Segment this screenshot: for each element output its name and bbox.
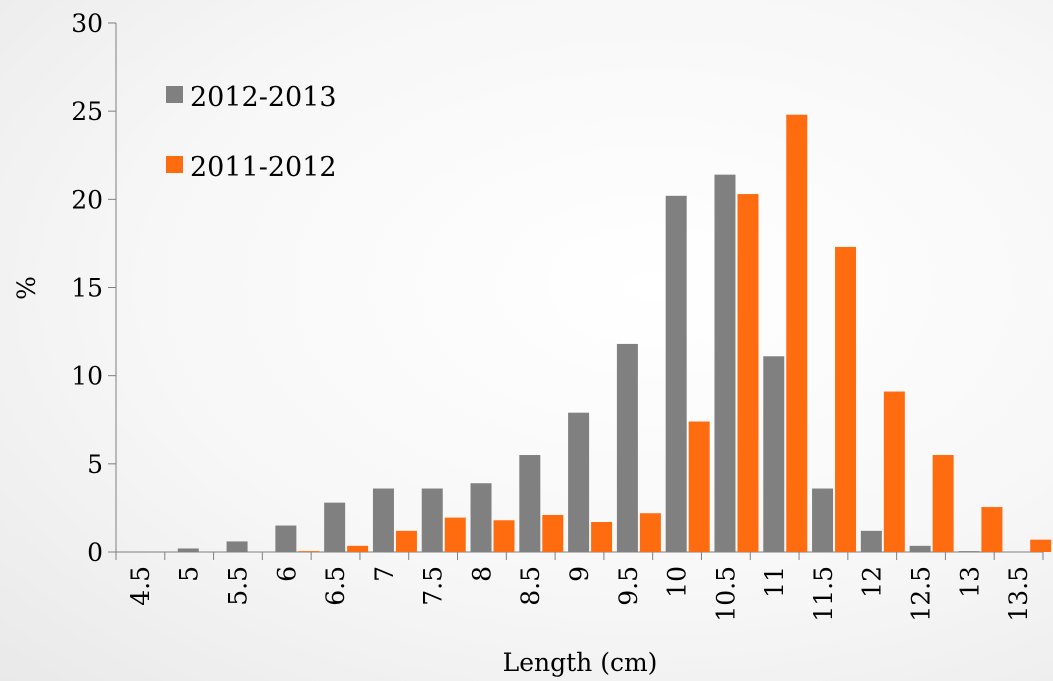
legend-label-2012-2013: 2012-2013 <box>190 82 337 113</box>
bar-2012-2013-10 <box>665 195 687 552</box>
bar-2011-2012-7 <box>395 530 417 552</box>
x-tick-label: 10 <box>663 566 692 598</box>
bar-2012-2013-10.5 <box>714 174 736 552</box>
x-tick-label: 8 <box>467 566 496 582</box>
x-tick-label: 13.5 <box>1004 566 1033 622</box>
y-axis: 0 5 10 15 20 25 30 <box>71 9 117 567</box>
y-tick-label: 25 <box>71 97 103 126</box>
x-tick-label: 7 <box>370 566 399 582</box>
bar-2011-2012-10 <box>688 421 710 552</box>
x-tick-label: 5 <box>175 566 204 582</box>
bar-2011-2012-12.5 <box>932 455 954 552</box>
bar-2012-2013-12.5 <box>909 545 931 552</box>
x-tick-label: 9 <box>565 566 594 582</box>
bar-2011-2012-8.5 <box>542 514 564 552</box>
bar-2012-2013-8.5 <box>519 455 541 552</box>
bar-2012-2013-5.5 <box>226 541 248 552</box>
y-tick-label: 5 <box>87 450 103 479</box>
legend-label-2011-2012: 2011-2012 <box>190 152 337 183</box>
bar-2011-2012-12 <box>883 391 905 552</box>
bar-2012-2013-6.5 <box>324 502 346 552</box>
x-tick-label: 11 <box>760 566 789 598</box>
bar-2011-2012-11 <box>786 114 808 553</box>
x-tick-label: 7.5 <box>419 566 448 606</box>
bar-2011-2012-6.5 <box>347 545 369 552</box>
bar-2012-2013-9.5 <box>616 343 638 552</box>
bar-2011-2012-13.5 <box>1030 539 1052 552</box>
x-tick-label: 12.5 <box>907 566 936 622</box>
bar-2011-2012-11.5 <box>835 246 857 552</box>
x-tick-label: 12 <box>858 566 887 598</box>
y-tick-label: 15 <box>71 274 103 303</box>
legend-swatch-2012-2013 <box>166 86 183 103</box>
x-tick-label: 8.5 <box>516 566 545 606</box>
y-tick-label: 10 <box>71 362 103 391</box>
bar-2011-2012-6 <box>298 551 320 552</box>
bar-2012-2013-7.5 <box>421 488 443 552</box>
y-tick-label: 0 <box>87 538 103 567</box>
x-axis: 4.5 5 5.5 6 6.5 7 7.5 8 8.5 9 9.5 10 10.5 11 11.5 12 12.… <box>115 551 1044 622</box>
bar-2012-2013-5 <box>177 548 199 552</box>
bar-2011-2012-10.5 <box>737 194 759 552</box>
bar-2011-2012-9.5 <box>639 513 661 552</box>
x-tick-label: 9.5 <box>614 566 643 606</box>
x-tick-label: 5.5 <box>223 566 252 606</box>
bar-2012-2013-7 <box>372 488 394 552</box>
x-tick-label: 6 <box>272 566 301 582</box>
x-tick-label: 10.5 <box>711 566 740 622</box>
x-axis-title: Length (cm) <box>503 648 658 677</box>
bar-2012-2013-8 <box>470 483 492 552</box>
y-tick-label: 30 <box>71 9 103 38</box>
x-tick-label: 13 <box>955 566 984 598</box>
y-axis-title: % <box>12 276 41 300</box>
bar-2011-2012-9 <box>591 522 613 552</box>
legend: 2012-2013 2011-2012 <box>166 82 337 183</box>
bars <box>177 114 1052 553</box>
bar-2011-2012-7.5 <box>444 517 466 552</box>
bar-2011-2012-13 <box>981 507 1003 552</box>
x-tick-label: 11.5 <box>809 566 838 622</box>
bar-2012-2013-9 <box>568 412 590 552</box>
y-tick-label: 20 <box>71 185 103 214</box>
x-tick-label: 6.5 <box>321 566 350 606</box>
bar-2012-2013-13 <box>958 551 980 552</box>
bar-2012-2013-11 <box>763 356 785 552</box>
bar-2012-2013-11.5 <box>812 488 834 552</box>
bar-2012-2013-12 <box>860 530 882 552</box>
x-tick-label: 4.5 <box>126 566 155 606</box>
legend-swatch-2011-2012 <box>166 156 183 173</box>
bar-2012-2013-6 <box>275 525 297 552</box>
bar-2011-2012-8 <box>493 520 515 552</box>
